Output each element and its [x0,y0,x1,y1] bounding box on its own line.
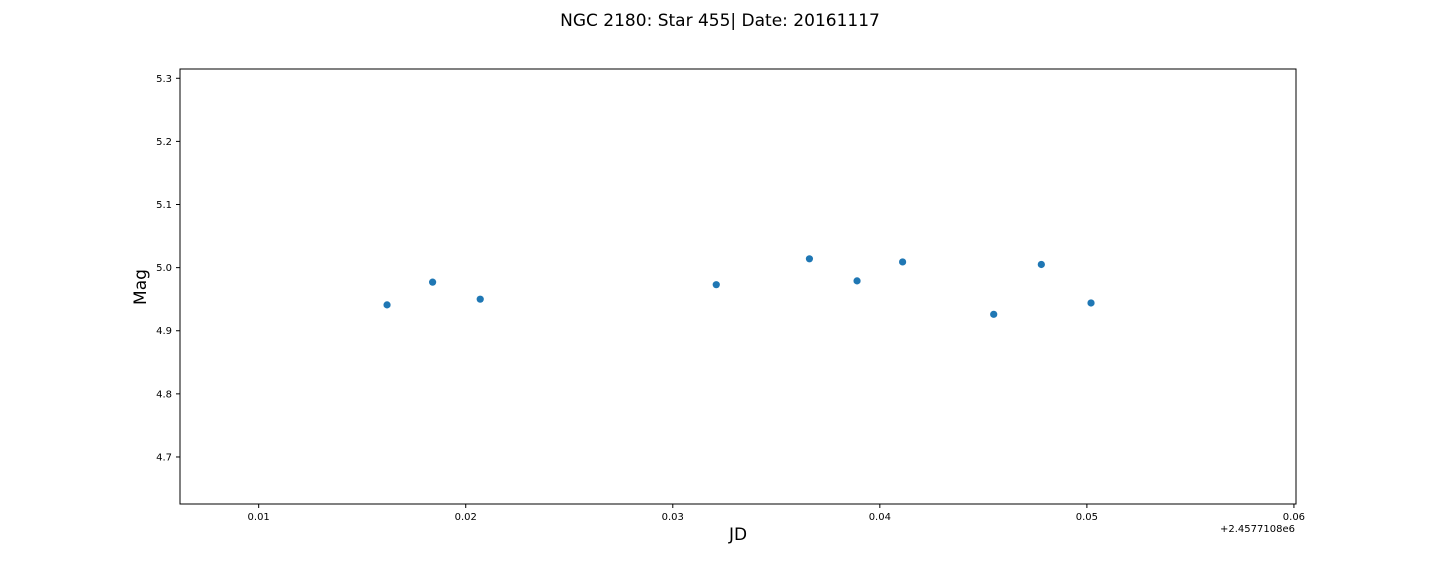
y-axis-label: Mag [131,269,151,305]
data-point [429,278,437,286]
y-tick-label: 4.8 [156,389,172,400]
data-point [1037,260,1045,269]
y-tick-label: 4.7 [156,452,172,463]
y-axis: 4.7 4.8 4.9 5.0 5.1 5.2 5.3 [156,74,180,463]
x-tick-label: 0.02 [455,512,477,523]
y-tick-label: 4.9 [156,326,172,337]
x-axis-label: JD [728,525,747,545]
data-point [990,310,998,318]
y-tick-label: 5.2 [156,137,172,148]
y-tick-label: 5.1 [156,200,172,211]
x-tick-label: 0.03 [662,512,684,523]
x-tick-label: 0.06 [1283,512,1305,523]
data-point [853,277,861,285]
data-point [383,301,391,309]
data-points [383,255,1095,318]
data-point [1087,299,1095,307]
data-point [805,255,814,263]
y-tick-label: 5.0 [156,263,172,274]
data-point [712,281,720,289]
y-tick-label: 5.3 [156,74,172,85]
data-point [899,258,907,266]
x-offset-label: +2.4577108e6 [1220,524,1295,535]
chart-title: NGC 2180: Star 455| Date: 20161117 [560,11,880,31]
x-axis: 0.01 0.02 0.03 0.04 0.05 0.06 [248,504,1305,523]
x-tick-label: 0.04 [869,512,891,523]
plot-area [179,68,1297,505]
x-tick-label: 0.05 [1076,512,1098,523]
data-point [476,295,484,303]
x-tick-label: 0.01 [248,512,270,523]
